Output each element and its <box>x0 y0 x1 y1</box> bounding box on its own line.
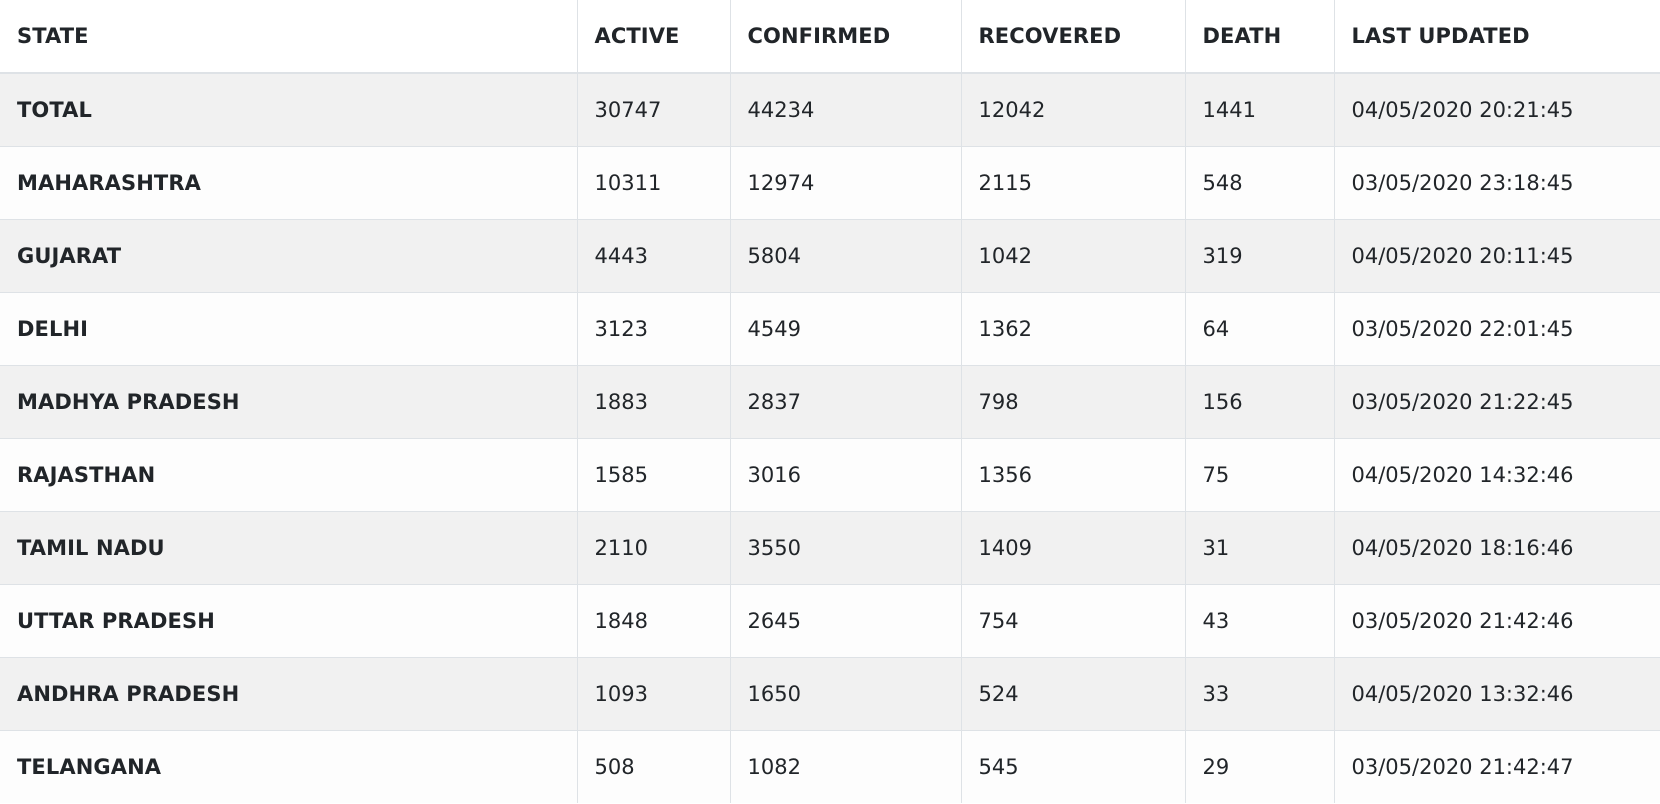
header-last-updated: LAST UPDATED <box>1333 0 1660 74</box>
confirmed-cell: 3016 <box>729 437 961 511</box>
header-active: ACTIVE <box>576 0 730 74</box>
recovered-cell: 798 <box>960 364 1185 438</box>
table-row: MAHARASHTRA 10311 12974 2115 548 03/05/2… <box>0 145 1660 219</box>
last-updated-cell: 03/05/2020 21:42:47 <box>1333 729 1660 803</box>
state-cell: TOTAL <box>0 72 577 146</box>
confirmed-cell: 5804 <box>729 218 961 292</box>
table-row: TELANGANA 508 1082 545 29 03/05/2020 21:… <box>0 729 1660 803</box>
header-death: DEATH <box>1184 0 1334 74</box>
last-updated-cell: 03/05/2020 22:01:45 <box>1333 291 1660 365</box>
confirmed-cell: 44234 <box>729 72 961 146</box>
last-updated-cell: 03/05/2020 23:18:45 <box>1333 145 1660 219</box>
recovered-cell: 524 <box>960 656 1185 730</box>
death-cell: 1441 <box>1184 72 1334 146</box>
recovered-cell: 545 <box>960 729 1185 803</box>
recovered-cell: 1042 <box>960 218 1185 292</box>
state-cell: ANDHRA PRADESH <box>0 656 577 730</box>
last-updated-cell: 04/05/2020 14:32:46 <box>1333 437 1660 511</box>
state-cell: MAHARASHTRA <box>0 145 577 219</box>
table-row: TAMIL NADU 2110 3550 1409 31 04/05/2020 … <box>0 510 1660 584</box>
table-row: ANDHRA PRADESH 1093 1650 524 33 04/05/20… <box>0 656 1660 730</box>
confirmed-cell: 4549 <box>729 291 961 365</box>
last-updated-cell: 04/05/2020 20:11:45 <box>1333 218 1660 292</box>
recovered-cell: 1356 <box>960 437 1185 511</box>
table-row: GUJARAT 4443 5804 1042 319 04/05/2020 20… <box>0 218 1660 292</box>
active-cell: 1585 <box>576 437 730 511</box>
state-cell: UTTAR PRADESH <box>0 583 577 657</box>
recovered-cell: 1362 <box>960 291 1185 365</box>
confirmed-cell: 3550 <box>729 510 961 584</box>
last-updated-cell: 04/05/2020 13:32:46 <box>1333 656 1660 730</box>
header-recovered: RECOVERED <box>960 0 1185 74</box>
last-updated-cell: 03/05/2020 21:22:45 <box>1333 364 1660 438</box>
last-updated-cell: 04/05/2020 18:16:46 <box>1333 510 1660 584</box>
active-cell: 1848 <box>576 583 730 657</box>
death-cell: 31 <box>1184 510 1334 584</box>
death-cell: 64 <box>1184 291 1334 365</box>
death-cell: 156 <box>1184 364 1334 438</box>
death-cell: 29 <box>1184 729 1334 803</box>
active-cell: 10311 <box>576 145 730 219</box>
active-cell: 3123 <box>576 291 730 365</box>
death-cell: 319 <box>1184 218 1334 292</box>
death-cell: 548 <box>1184 145 1334 219</box>
recovered-cell: 754 <box>960 583 1185 657</box>
state-cell: TAMIL NADU <box>0 510 577 584</box>
confirmed-cell: 12974 <box>729 145 961 219</box>
header-row: STATE ACTIVE CONFIRMED RECOVERED DEATH L… <box>0 0 1660 74</box>
confirmed-cell: 2837 <box>729 364 961 438</box>
recovered-cell: 12042 <box>960 72 1185 146</box>
table-row: MADHYA PRADESH 1883 2837 798 156 03/05/2… <box>0 364 1660 438</box>
state-cell: DELHI <box>0 291 577 365</box>
table-body: TOTAL 30747 44234 12042 1441 04/05/2020 … <box>0 72 1660 803</box>
header-confirmed: CONFIRMED <box>729 0 961 74</box>
confirmed-cell: 2645 <box>729 583 961 657</box>
state-cell: GUJARAT <box>0 218 577 292</box>
confirmed-cell: 1082 <box>729 729 961 803</box>
state-cell: TELANGANA <box>0 729 577 803</box>
active-cell: 30747 <box>576 72 730 146</box>
table-header: STATE ACTIVE CONFIRMED RECOVERED DEATH L… <box>0 0 1660 74</box>
death-cell: 75 <box>1184 437 1334 511</box>
state-cell: MADHYA PRADESH <box>0 364 577 438</box>
table-row: UTTAR PRADESH 1848 2645 754 43 03/05/202… <box>0 583 1660 657</box>
death-cell: 43 <box>1184 583 1334 657</box>
last-updated-cell: 04/05/2020 20:21:45 <box>1333 72 1660 146</box>
last-updated-cell: 03/05/2020 21:42:46 <box>1333 583 1660 657</box>
table-row: TOTAL 30747 44234 12042 1441 04/05/2020 … <box>0 72 1660 146</box>
active-cell: 1883 <box>576 364 730 438</box>
active-cell: 1093 <box>576 656 730 730</box>
table-row: DELHI 3123 4549 1362 64 03/05/2020 22:01… <box>0 291 1660 365</box>
active-cell: 508 <box>576 729 730 803</box>
recovered-cell: 1409 <box>960 510 1185 584</box>
active-cell: 2110 <box>576 510 730 584</box>
header-state: STATE <box>0 0 577 74</box>
recovered-cell: 2115 <box>960 145 1185 219</box>
death-cell: 33 <box>1184 656 1334 730</box>
table-row: RAJASTHAN 1585 3016 1356 75 04/05/2020 1… <box>0 437 1660 511</box>
state-cell: RAJASTHAN <box>0 437 577 511</box>
confirmed-cell: 1650 <box>729 656 961 730</box>
active-cell: 4443 <box>576 218 730 292</box>
